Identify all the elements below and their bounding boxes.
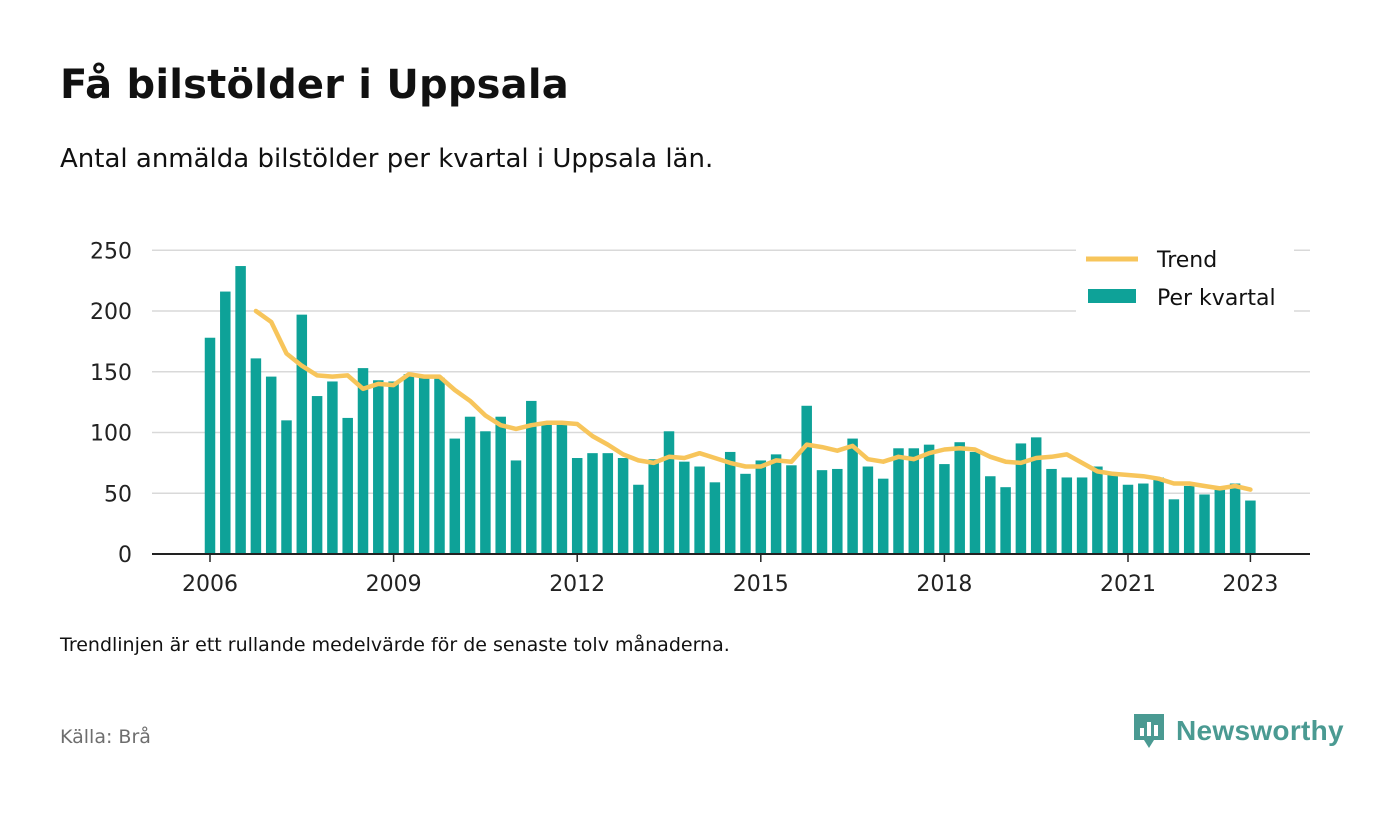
x-tick-label: 2015 (733, 572, 789, 597)
legend-swatch-bars (1088, 289, 1136, 303)
bar[interactable] (480, 431, 491, 554)
bar[interactable] (786, 465, 797, 554)
bar[interactable] (541, 422, 552, 554)
bar[interactable] (311, 396, 323, 554)
brand-logo[interactable]: Newsworthy (1132, 711, 1344, 751)
bar[interactable] (862, 466, 874, 554)
bar[interactable] (1153, 477, 1164, 554)
bar[interactable] (1092, 466, 1103, 554)
bar[interactable] (373, 380, 384, 554)
y-tick-label: 200 (90, 300, 132, 325)
bar[interactable] (495, 416, 506, 554)
bar[interactable] (1076, 477, 1088, 554)
bar[interactable] (1245, 500, 1256, 554)
axis-layer: 0 50 100 150 200 250 2006 2009 2012 2015 2018 2021 2… (90, 239, 1310, 597)
bar[interactable] (1107, 473, 1118, 554)
bar[interactable] (571, 458, 583, 554)
line-layer (253, 308, 1253, 492)
bar[interactable] (724, 451, 736, 554)
bar[interactable] (1183, 485, 1195, 554)
legend: Trend Per kvartal (1076, 238, 1294, 312)
bar[interactable] (908, 448, 920, 554)
bar[interactable] (969, 451, 981, 554)
bar[interactable] (526, 400, 537, 554)
bar[interactable] (388, 381, 399, 554)
x-tick-label: 2021 (1100, 572, 1156, 597)
bar[interactable] (296, 314, 308, 554)
bar[interactable] (648, 459, 659, 554)
source-text: Källa: Brå (60, 726, 151, 748)
bar[interactable] (954, 442, 965, 554)
bar[interactable] (204, 337, 216, 554)
chart-title: Få bilstölder i Uppsala (60, 62, 569, 108)
bar[interactable] (556, 422, 568, 554)
bar[interactable] (281, 420, 292, 554)
bars-layer (204, 266, 1256, 554)
bar[interactable] (1015, 443, 1027, 554)
chart-subtitle: Antal anmälda bilstölder per kvartal i U… (60, 144, 714, 174)
y-tick-label: 150 (90, 361, 132, 386)
bar[interactable] (1214, 489, 1226, 554)
bar[interactable] (1199, 494, 1210, 554)
bar[interactable] (939, 464, 950, 554)
trend-line[interactable] (253, 308, 1253, 492)
bar[interactable] (985, 476, 996, 554)
y-tick-label: 0 (118, 543, 132, 568)
bar[interactable] (250, 358, 262, 554)
y-tick-label: 250 (90, 239, 132, 264)
y-tick-label: 100 (90, 422, 132, 447)
bar[interactable] (602, 453, 614, 554)
bar[interactable] (679, 461, 690, 554)
bar[interactable] (923, 444, 935, 554)
bar[interactable] (847, 438, 858, 554)
bar[interactable] (877, 478, 889, 554)
bar[interactable] (220, 291, 231, 554)
bar[interactable] (893, 448, 904, 554)
bar[interactable] (235, 266, 246, 554)
bar[interactable] (832, 468, 843, 554)
bar[interactable] (464, 416, 476, 554)
x-tick-label: 2006 (182, 572, 238, 597)
bar[interactable] (265, 376, 277, 554)
x-tick-label: 2012 (549, 572, 605, 597)
bar[interactable] (1030, 437, 1042, 554)
bar[interactable] (1046, 468, 1057, 554)
bar[interactable] (694, 466, 705, 554)
bar[interactable] (755, 460, 767, 554)
newsworthy-chart-icon (1134, 714, 1164, 748)
bar[interactable] (801, 405, 812, 554)
bar[interactable] (403, 374, 415, 554)
bar[interactable] (1000, 487, 1011, 554)
bar[interactable] (816, 470, 828, 554)
legend-label-bars: Per kvartal (1157, 286, 1276, 311)
bar[interactable] (617, 458, 629, 554)
bar[interactable] (1229, 483, 1241, 554)
bar[interactable] (342, 417, 353, 554)
bar[interactable] (740, 473, 751, 554)
chart-note: Trendlinjen är ett rullande medelvärde f… (60, 634, 730, 656)
x-tick-label: 2023 (1222, 572, 1278, 597)
bar[interactable] (663, 431, 675, 554)
bar[interactable] (434, 377, 445, 554)
bar[interactable] (418, 377, 430, 554)
bar[interactable] (770, 454, 782, 554)
brand-name: Newsworthy (1176, 715, 1344, 746)
legend-label-trend: Trend (1156, 248, 1217, 273)
bar[interactable] (1168, 499, 1180, 554)
bar[interactable] (449, 438, 461, 554)
bar[interactable] (587, 453, 598, 554)
bar[interactable] (633, 484, 644, 554)
bar[interactable] (1138, 483, 1149, 554)
bar[interactable] (327, 381, 338, 554)
bar[interactable] (1061, 477, 1073, 554)
x-tick-label: 2009 (366, 572, 422, 597)
bar[interactable] (357, 368, 369, 554)
bar[interactable] (709, 482, 721, 554)
x-tick-label: 2018 (916, 572, 972, 597)
bar[interactable] (1122, 484, 1134, 554)
y-tick-label: 50 (104, 482, 132, 507)
bar[interactable] (510, 460, 522, 554)
